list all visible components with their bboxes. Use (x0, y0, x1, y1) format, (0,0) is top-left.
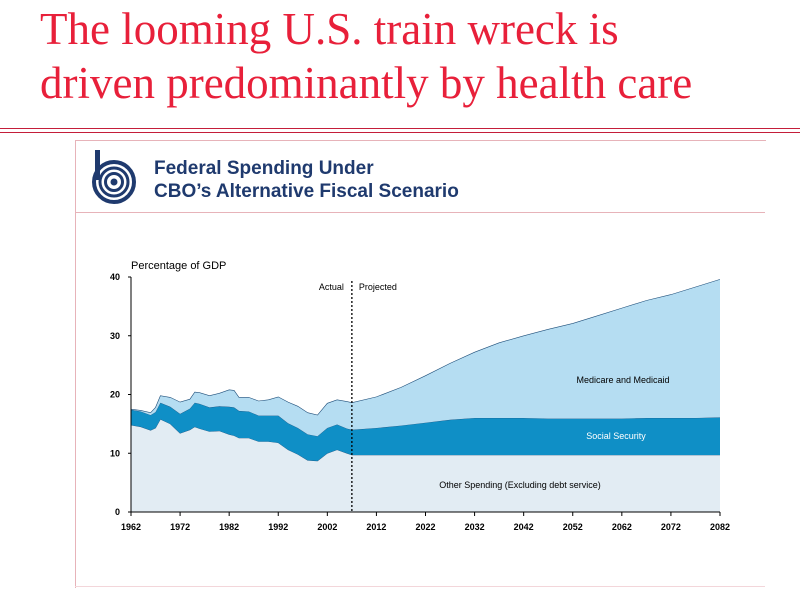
chart-title-line-1: Federal Spending Under (154, 158, 374, 179)
x-tick-label-2022: 2022 (415, 522, 435, 532)
projected-label: Projected (359, 282, 397, 292)
y-tick-label-20: 20 (110, 390, 120, 400)
x-tick-label-1972: 1972 (170, 522, 190, 532)
title-divider-line (0, 128, 800, 129)
x-tick-label-2012: 2012 (366, 522, 386, 532)
slide-title: The looming U.S. train wreck is driven p… (40, 2, 790, 110)
y-tick-label-40: 40 (110, 272, 120, 282)
series-area-1 (131, 402, 720, 461)
x-tick-label-2062: 2062 (612, 522, 632, 532)
x-tick-label-2082: 2082 (710, 522, 730, 532)
y-axis-label: Percentage of GDP (131, 260, 226, 272)
title-divider-line-2 (0, 132, 800, 133)
cbo-logo-icon (92, 150, 136, 204)
annotation-other-spending: Other Spending (Excluding debt service) (439, 480, 601, 490)
y-tick-label-0: 0 (115, 507, 120, 517)
x-tick-label-2032: 2032 (465, 522, 485, 532)
series-area-0 (131, 419, 720, 512)
chart-frame (75, 140, 766, 588)
series-line-2 (130, 279, 721, 416)
x-tick-label-2042: 2042 (514, 522, 534, 532)
annotation-social-security: Social Security (586, 431, 646, 441)
slide-title-line-1: The looming U.S. train wreck is (40, 4, 619, 54)
y-tick-label-10: 10 (110, 448, 120, 458)
chart-title: Federal Spending Under CBO’s Alternative… (154, 157, 459, 203)
x-tick-label-2072: 2072 (661, 522, 681, 532)
x-tick-label-1962: 1962 (121, 522, 141, 532)
chart-title-line-2: CBO’s Alternative Fiscal Scenario (154, 181, 459, 202)
y-tick-label-30: 30 (110, 331, 120, 341)
x-tick-label-2052: 2052 (563, 522, 583, 532)
actual-label: Actual (319, 282, 344, 292)
annotation-medicare-medicaid: Medicare and Medicaid (576, 375, 669, 385)
x-tick-label-2002: 2002 (317, 522, 337, 532)
chart-frame-bottom (75, 586, 765, 587)
chart-header-divider (75, 212, 765, 213)
slide-title-line-2: driven predominantly by health care (40, 58, 693, 108)
x-tick-label-1982: 1982 (219, 522, 239, 532)
x-tick-label-1992: 1992 (268, 522, 288, 532)
